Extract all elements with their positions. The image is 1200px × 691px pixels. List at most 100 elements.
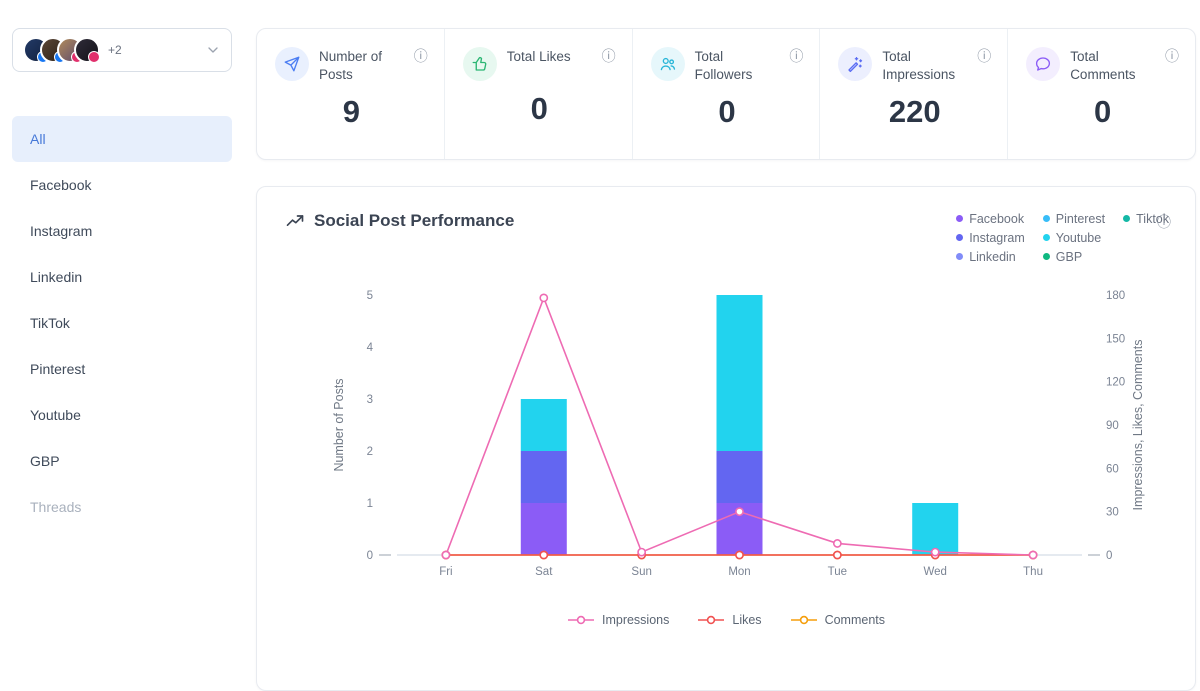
svg-text:0: 0 bbox=[367, 550, 373, 562]
legend-impressions[interactable]: Impressions bbox=[567, 613, 669, 627]
summary-stats-card: Number of Posts ⓘ 9 Total Likes ⓘ 0 Total Foll… bbox=[256, 28, 1196, 160]
svg-text:30: 30 bbox=[1106, 507, 1119, 519]
svg-text:Sun: Sun bbox=[631, 566, 651, 578]
svg-text:Wed: Wed bbox=[923, 566, 946, 578]
legend-marker bbox=[698, 615, 725, 625]
svg-text:Tue: Tue bbox=[828, 566, 847, 578]
stat-total-likes: Total Likes ⓘ 0 bbox=[443, 29, 632, 159]
stat-total-impressions: Total Impressions ⓘ 220 bbox=[819, 29, 1007, 159]
svg-text:4: 4 bbox=[367, 342, 374, 354]
sidebar-item-gbp[interactable]: GBP bbox=[30, 453, 60, 469]
legend-facebook[interactable]: Facebook bbox=[956, 209, 1025, 228]
stat-value: 9 bbox=[342, 94, 361, 130]
svg-text:Fri: Fri bbox=[439, 566, 452, 578]
legend-label: Pinterest bbox=[1055, 211, 1106, 226]
stat-total-followers: Total Followers ⓘ 0 bbox=[631, 29, 820, 159]
legend-label: Facebook bbox=[969, 211, 1025, 226]
legend-tiktok[interactable]: Tiktok bbox=[1123, 209, 1169, 228]
comment-icon bbox=[1026, 47, 1061, 81]
sidebar-item-linkedin[interactable]: Linkedin bbox=[30, 269, 83, 285]
magic-wand-icon bbox=[838, 47, 873, 81]
legend-label: Instagram bbox=[969, 230, 1025, 245]
info-icon[interactable]: ⓘ bbox=[1157, 214, 1171, 230]
extra-accounts-count: +2 bbox=[108, 43, 122, 57]
legend-linkedin[interactable]: Linkedin bbox=[956, 247, 1025, 266]
platform-legend: Facebook Instagram Linkedin Pinterest Youtub… bbox=[956, 209, 1169, 266]
sidebar-item-facebook[interactable]: Facebook bbox=[30, 177, 92, 193]
paper-plane-icon bbox=[275, 47, 309, 81]
sidebar-item-instagram[interactable]: Instagram bbox=[30, 223, 93, 239]
svg-text:Sat: Sat bbox=[535, 566, 553, 578]
legend-label: Youtube bbox=[1055, 230, 1102, 245]
sidebar: +2 All Facebook Instagram Linkedin TikTok Pin… bbox=[12, 28, 232, 530]
stat-label: Total Impressions bbox=[882, 49, 956, 83]
svg-text:120: 120 bbox=[1106, 377, 1125, 389]
series-legend: Impressions Likes Comments bbox=[257, 613, 1195, 627]
stat-total-comments: Total Comments ⓘ 0 bbox=[1007, 29, 1195, 159]
legend-marker bbox=[567, 615, 594, 625]
account-avatar bbox=[74, 37, 100, 63]
svg-text:Number of Posts: Number of Posts bbox=[332, 378, 346, 471]
stat-value: 0 bbox=[1093, 94, 1112, 130]
info-icon[interactable]: ⓘ bbox=[413, 48, 428, 64]
legend-label: GBP bbox=[1055, 249, 1083, 264]
stat-label: Number of Posts bbox=[319, 49, 383, 83]
legend-likes[interactable]: Likes bbox=[697, 613, 762, 627]
chart-title: Social Post Performance bbox=[314, 211, 515, 230]
stat-label: Total Followers bbox=[694, 49, 753, 83]
chart-header: Social Post Performance ⓘ bbox=[257, 187, 1195, 231]
legend-dot bbox=[956, 215, 964, 222]
info-icon[interactable]: ⓘ bbox=[601, 48, 616, 64]
sidebar-item-pinterest[interactable]: Pinterest bbox=[30, 361, 86, 377]
social-post-performance-card: Social Post Performance ⓘ Facebook Instag… bbox=[256, 186, 1196, 691]
svg-text:2: 2 bbox=[367, 446, 373, 458]
stat-number-of-posts: Number of Posts ⓘ 9 bbox=[257, 29, 444, 159]
info-icon[interactable]: ⓘ bbox=[789, 48, 804, 64]
platform-filter-menu: All Facebook Instagram Linkedin TikTok Pinter… bbox=[12, 116, 232, 530]
thumbs-up-icon bbox=[462, 47, 497, 81]
legend-dot bbox=[1042, 215, 1050, 222]
legend-youtube[interactable]: Youtube bbox=[1042, 228, 1105, 247]
legend-label: Linkedin bbox=[969, 249, 1016, 264]
sidebar-item-all[interactable]: All bbox=[12, 116, 232, 162]
legend-dot bbox=[956, 234, 964, 241]
svg-text:90: 90 bbox=[1106, 420, 1119, 432]
info-icon[interactable]: ⓘ bbox=[977, 48, 992, 64]
sidebar-item-threads[interactable]: Threads bbox=[30, 499, 82, 515]
stat-value: 0 bbox=[718, 94, 736, 130]
svg-text:Impressions, Likes, Comments: Impressions, Likes, Comments bbox=[1131, 340, 1145, 511]
svg-text:Thu: Thu bbox=[1023, 566, 1043, 578]
svg-text:1: 1 bbox=[367, 498, 373, 510]
performance-chart: 0 1 2 3 4 5 0 30 60 90 120 150 180 Fri Sat Sun Mon Tue Wed… bbox=[332, 290, 1145, 578]
followers-icon bbox=[650, 47, 685, 81]
legend-label: Comments bbox=[824, 613, 885, 627]
svg-text:3: 3 bbox=[367, 394, 373, 406]
legend-gbp[interactable]: GBP bbox=[1042, 247, 1105, 266]
legend-dot bbox=[1123, 215, 1131, 222]
legend-marker bbox=[790, 615, 817, 625]
legend-dot bbox=[956, 253, 964, 260]
svg-text:Mon: Mon bbox=[728, 566, 750, 578]
stat-label: Total Likes bbox=[506, 49, 571, 64]
chevron-down-icon bbox=[205, 42, 221, 58]
legend-label: Tiktok bbox=[1136, 211, 1169, 226]
legend-label: Impressions bbox=[601, 613, 670, 627]
sidebar-item-tiktok[interactable]: TikTok bbox=[30, 315, 70, 331]
svg-text:5: 5 bbox=[367, 290, 373, 302]
account-avatars bbox=[23, 37, 100, 63]
stat-label: Total Comments bbox=[1070, 49, 1136, 83]
stat-value: 0 bbox=[530, 91, 548, 126]
sidebar-item-youtube[interactable]: Youtube bbox=[30, 407, 81, 423]
legend-label: Likes bbox=[732, 613, 762, 627]
stat-value: 220 bbox=[888, 94, 941, 130]
legend-comments[interactable]: Comments bbox=[790, 613, 885, 627]
svg-text:180: 180 bbox=[1106, 290, 1125, 302]
svg-text:0: 0 bbox=[1106, 550, 1112, 562]
account-selector[interactable]: +2 bbox=[12, 28, 232, 72]
info-icon[interactable]: ⓘ bbox=[1164, 48, 1179, 64]
svg-text:150: 150 bbox=[1106, 333, 1125, 345]
legend-dot bbox=[1042, 234, 1050, 241]
legend-pinterest[interactable]: Pinterest bbox=[1042, 209, 1106, 228]
legend-dot bbox=[1042, 253, 1050, 260]
legend-instagram[interactable]: Instagram bbox=[956, 228, 1025, 247]
